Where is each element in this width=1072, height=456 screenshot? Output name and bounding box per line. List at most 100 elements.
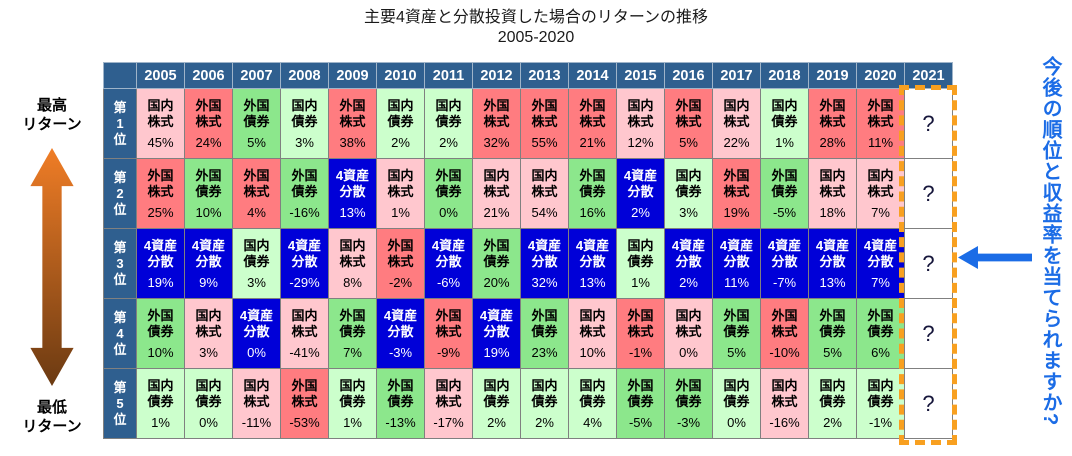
return-value: -2% [388, 274, 413, 290]
asset-name: 国内 債券 [627, 237, 654, 269]
asset-name: 4資産 分散 [719, 237, 754, 269]
return-cell: 外国 債券 5% [712, 298, 761, 369]
year-header-cell: 2013 [520, 62, 569, 89]
asset-name: 国内 株式 [819, 167, 846, 199]
year-header-cell: 2008 [280, 62, 329, 89]
asset-name: 国内 株式 [339, 237, 366, 269]
return-value: -5% [772, 204, 797, 220]
return-value: -10% [769, 344, 800, 360]
future-unknown-cell: ? [904, 228, 953, 299]
return-value: 1% [343, 414, 362, 430]
return-value: 0% [247, 344, 266, 360]
asset-name: 国内 株式 [483, 167, 510, 199]
return-value: 1% [391, 204, 410, 220]
asset-name: 国内 債券 [387, 97, 414, 129]
return-value: 16% [579, 204, 606, 220]
return-cell: 外国 債券 -13% [376, 368, 425, 439]
future-unknown-cell: ? [904, 368, 953, 439]
return-value: -1% [628, 344, 653, 360]
asset-name: 外国 株式 [675, 97, 702, 129]
return-cell: 国内 株式 -17% [424, 368, 473, 439]
asset-name: 国内 株式 [147, 97, 174, 129]
return-value: 2% [679, 274, 698, 290]
asset-name: 国内 債券 [771, 97, 798, 129]
return-cell: 国内 株式 -16% [760, 368, 809, 439]
return-cell: 国内 株式 8% [328, 228, 377, 299]
asset-name: 4資産 分散 [431, 237, 466, 269]
return-value: 55% [531, 134, 558, 150]
return-cell: 外国 債券 20% [472, 228, 521, 299]
return-cell: 国内 株式 21% [472, 158, 521, 229]
page-title: 主要4資産と分散投資した場合のリターンの推移 [363, 9, 709, 26]
asset-name: 国内 債券 [147, 377, 174, 409]
return-value: 5% [823, 344, 842, 360]
year-header-cell: 2019 [808, 62, 857, 89]
asset-name: 4資産 分散 [191, 237, 226, 269]
return-value: 21% [483, 204, 510, 220]
return-value: 45% [147, 134, 174, 150]
return-value: 8% [343, 274, 362, 290]
year-header-cell: 2006 [184, 62, 233, 89]
return-value: 38% [339, 134, 366, 150]
asset-name: 4資産 分散 [527, 237, 562, 269]
return-cell: 国内 債券 2% [424, 88, 473, 159]
return-cell: 外国 株式 38% [328, 88, 377, 159]
return-value: 10% [147, 344, 174, 360]
return-value: 0% [679, 344, 698, 360]
question-vertical-text: 今後の順位と収益率を当てられますか? [1039, 56, 1061, 427]
asset-name: 外国 債券 [339, 307, 366, 339]
return-cell: 国内 債券 0% [184, 368, 233, 439]
asset-name: 国内 株式 [579, 307, 606, 339]
return-value: 13% [339, 204, 366, 220]
return-value: 1% [631, 274, 650, 290]
year-header-cell: 2021 [904, 62, 953, 89]
return-cell: 4資産 分散 2% [664, 228, 713, 299]
chart-title-block: 主要4資産と分散投資した場合のリターンの推移 2005-2020 [0, 8, 1072, 48]
year-header-cell: 2017 [712, 62, 761, 89]
return-cell: 外国 債券 6% [856, 298, 905, 369]
return-value: 2% [535, 414, 554, 430]
return-value: -3% [388, 344, 413, 360]
return-value: -6% [436, 274, 461, 290]
corner-cell [103, 62, 137, 89]
return-value: 3% [295, 134, 314, 150]
return-value: -7% [772, 274, 797, 290]
return-value: 2% [823, 414, 842, 430]
return-value: 3% [199, 344, 218, 360]
return-value: 18% [819, 204, 846, 220]
return-value: -16% [289, 204, 320, 220]
asset-name: 外国 株式 [435, 307, 462, 339]
return-cell: 外国 株式 25% [136, 158, 185, 229]
return-value: 12% [627, 134, 654, 150]
return-cell: 国内 債券 2% [376, 88, 425, 159]
future-unknown-cell: ? [904, 158, 953, 229]
return-cell: 4資産 分散 19% [136, 228, 185, 299]
asset-name: 外国 債券 [147, 307, 174, 339]
return-cell: 4資産 分散 7% [856, 228, 905, 299]
return-value: 1% [151, 414, 170, 430]
return-cell: 国内 株式 -11% [232, 368, 281, 439]
return-cell: 外国 株式 21% [568, 88, 617, 159]
return-cell: 外国 株式 -53% [280, 368, 329, 439]
lowest-return-label: 最低 リターン [22, 399, 82, 435]
return-value: -53% [289, 414, 320, 430]
asset-name: 国内 債券 [819, 377, 846, 409]
return-cell: 4資産 分散 32% [520, 228, 569, 299]
page-subtitle: 2005-2020 [497, 29, 575, 46]
asset-name: 外国 株式 [387, 237, 414, 269]
return-value: 13% [579, 274, 606, 290]
return-value: 10% [579, 344, 606, 360]
return-value: 9% [199, 274, 218, 290]
rank-label-cell: 第 5 位 [103, 368, 137, 439]
year-header-cell: 2010 [376, 62, 425, 89]
year-header-cell: 2020 [856, 62, 905, 89]
asset-name: 外国 債券 [627, 377, 654, 409]
future-unknown-cell: ? [904, 298, 953, 369]
return-cell: 国内 株式 7% [856, 158, 905, 229]
asset-name: 4資産 分散 [335, 167, 370, 199]
asset-name: 外国 債券 [531, 307, 558, 339]
rank-label-cell: 第 4 位 [103, 298, 137, 369]
asset-name: 外国 株式 [243, 167, 270, 199]
rank-row: 第 1 位国内 株式 45% 外国 株式 24% 外国 債券 5% 国内 債券 3% 外国 株式… [103, 88, 953, 159]
asset-name: 国内 債券 [483, 377, 510, 409]
